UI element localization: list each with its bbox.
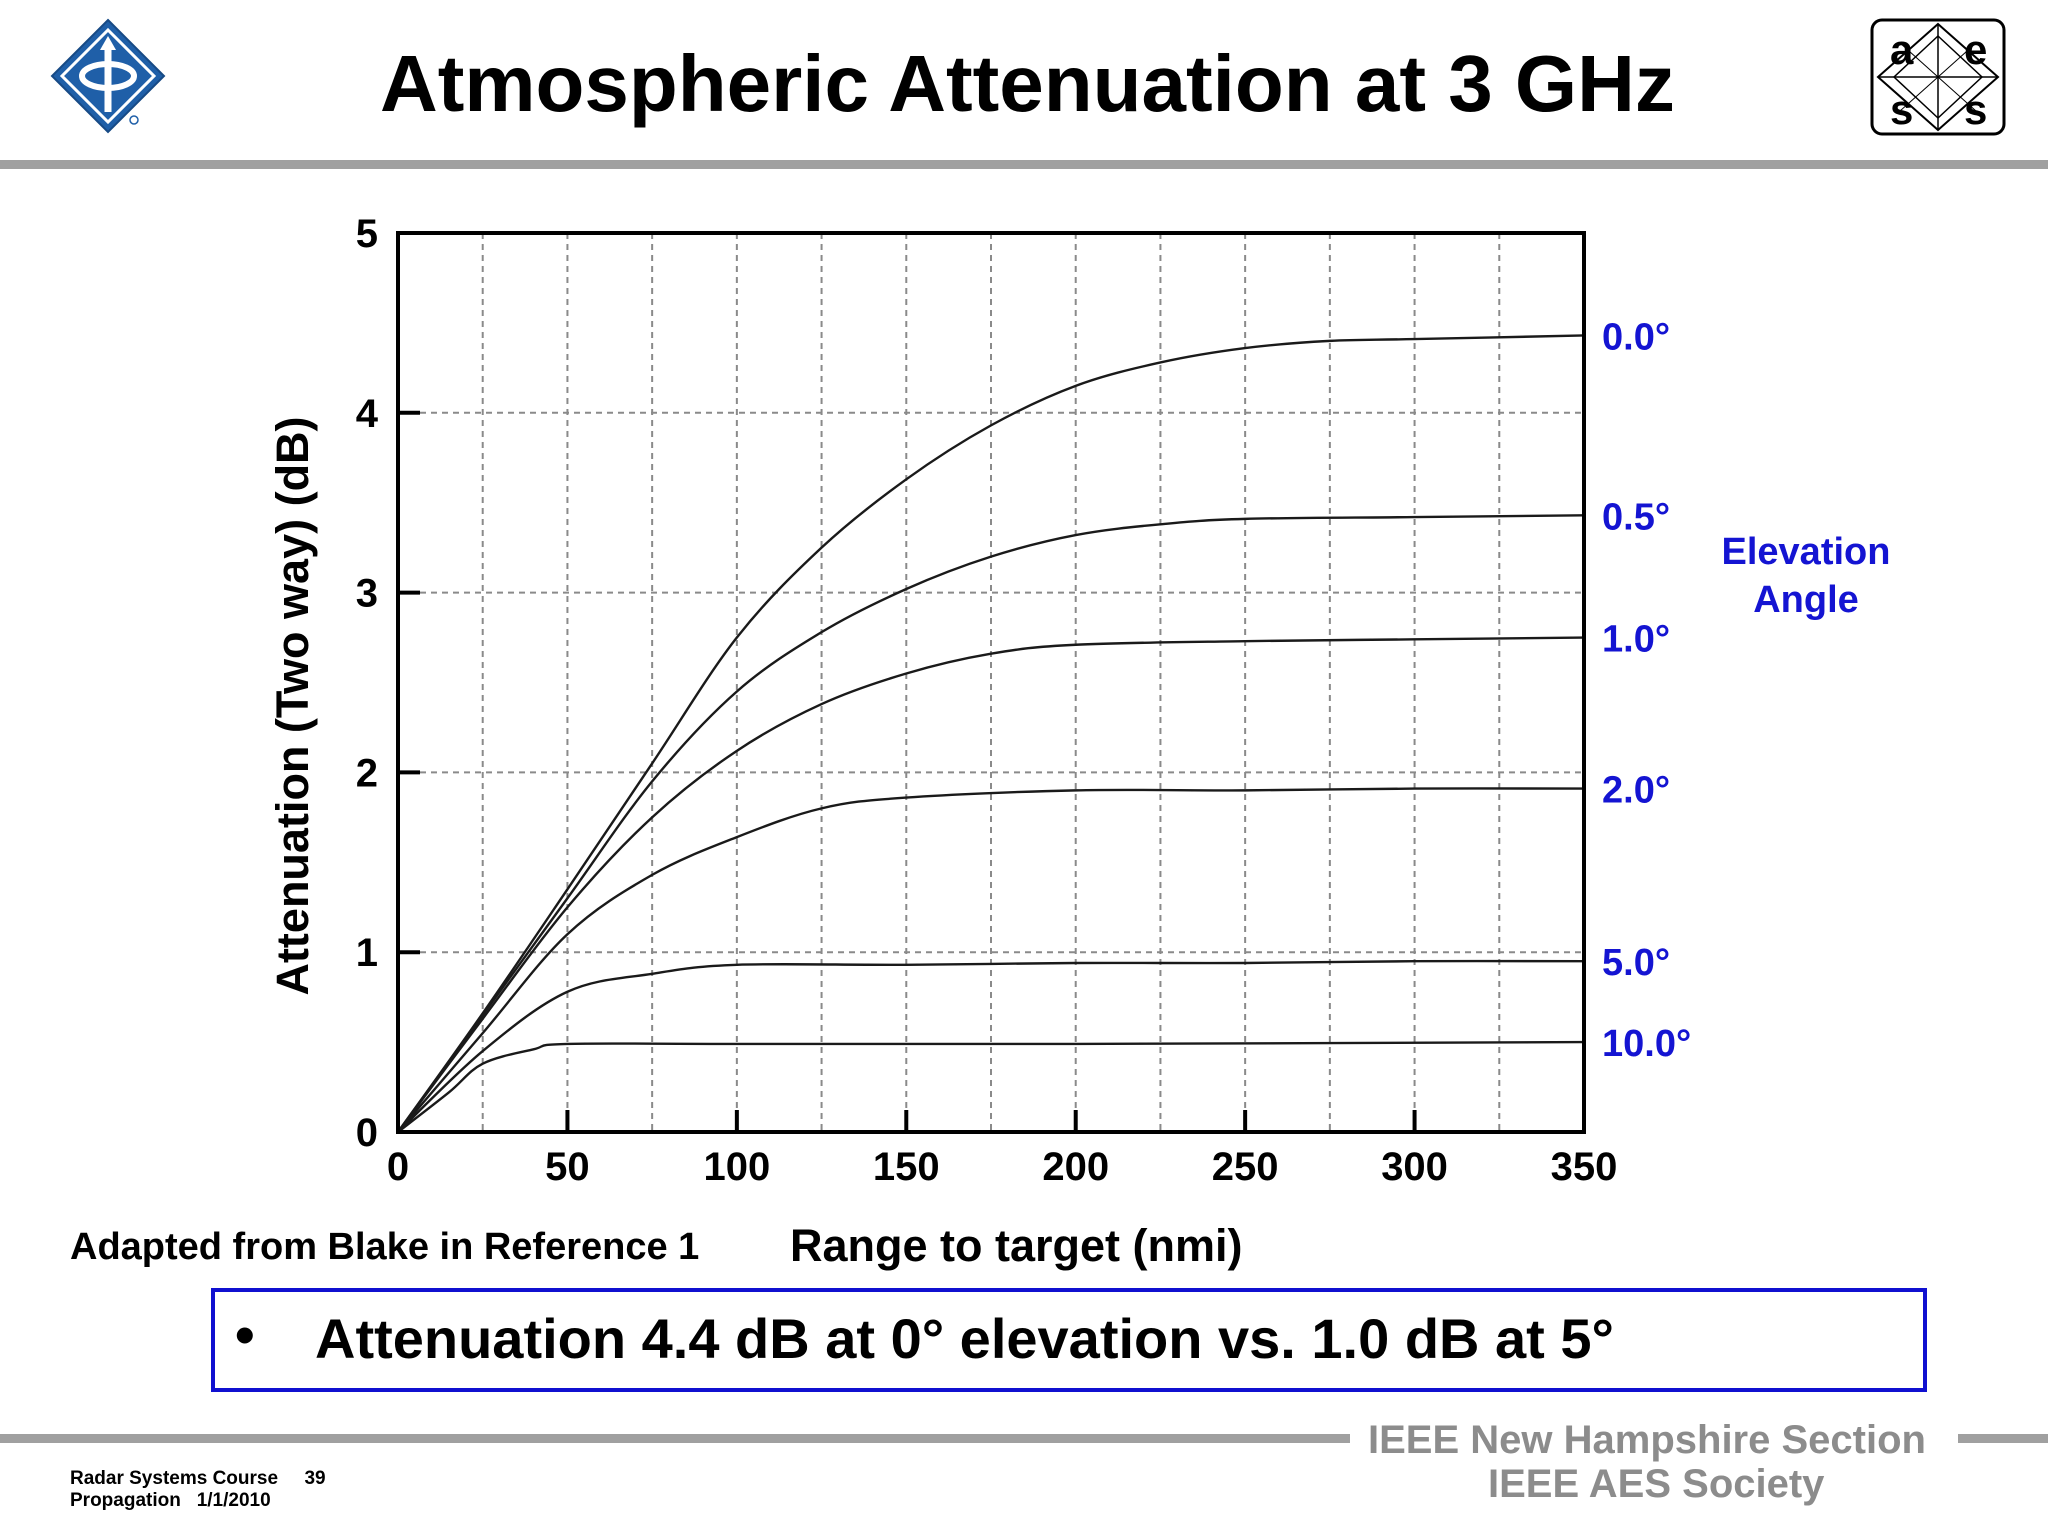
curve-20	[397, 787, 1585, 1133]
header-divider	[0, 160, 2048, 169]
x-tick-label: 200	[1042, 1145, 1109, 1189]
curve-50	[397, 959, 1585, 1133]
aess-letter-s1: s	[1890, 86, 1913, 133]
legend-title-line1: Elevation	[1722, 531, 1891, 573]
curve-100	[397, 1040, 1585, 1133]
elevation-angle-labels: 0.0° 0.5° 1.0° 2.0° 5.0° 10.0°	[1602, 316, 1691, 1065]
aess-letter-a: a	[1890, 26, 1914, 73]
x-tick-label: 0	[387, 1145, 409, 1189]
footer-divider-right	[1958, 1434, 2048, 1443]
footer-org-society: IEEE AES Society	[1488, 1462, 1825, 1506]
y-tick-label: 4	[356, 392, 379, 436]
x-tick-label: 150	[873, 1145, 940, 1189]
footer-org-section: IEEE New Hampshire Section	[1368, 1418, 1926, 1462]
bullet-icon: •	[235, 1303, 255, 1366]
angle-label: 0.0°	[1602, 316, 1670, 358]
ieee-logo-icon	[50, 18, 166, 134]
x-tick-labels: 0 50 100 150 200 250 300 350	[387, 1145, 1618, 1189]
footer-date: 1/1/2010	[196, 1490, 271, 1511]
x-tick-label: 250	[1212, 1145, 1279, 1189]
grid-lines	[398, 233, 1584, 1132]
footer-page-number: 39	[304, 1468, 326, 1489]
angle-label: 5.0°	[1602, 942, 1670, 984]
aess-letter-e: e	[1964, 26, 1987, 73]
aess-logo-icon: a e s s	[1870, 18, 2006, 136]
angle-label: 0.5°	[1602, 496, 1670, 538]
y-axis-label: Attenuation (Two way) (dB)	[267, 416, 318, 995]
footer-divider-left	[0, 1434, 1350, 1443]
y-tick-label: 0	[356, 1111, 378, 1155]
angle-label: 10.0°	[1602, 1023, 1691, 1065]
legend-title-line2: Angle	[1753, 579, 1859, 621]
slide-title: Atmospheric Attenuation at 3 GHz	[380, 39, 1675, 128]
footer-course-info: Radar Systems Course 39 Propagation 1/1/…	[70, 1468, 326, 1512]
callout-text: Attenuation 4.4 dB at 0° elevation vs. 1…	[315, 1307, 1614, 1370]
x-tick-label: 100	[703, 1145, 770, 1189]
curve-10	[397, 636, 1585, 1133]
y-tick-labels: 0 1 2 3 4 5	[356, 212, 379, 1155]
y-tick-label: 5	[356, 212, 378, 256]
x-tick-label: 300	[1381, 1145, 1448, 1189]
callout-box: • Attenuation 4.4 dB at 0° elevation vs.…	[211, 1288, 1927, 1392]
y-tick-label: 3	[356, 572, 378, 616]
attenuation-curves	[397, 334, 1585, 1133]
angle-label: 2.0°	[1602, 770, 1670, 812]
y-tick-label: 2	[356, 751, 378, 795]
plot-border	[396, 231, 1586, 1134]
footer-course-name: Radar Systems Course	[70, 1468, 279, 1489]
curve-00	[397, 334, 1585, 1133]
footer-topic: Propagation	[70, 1490, 181, 1511]
curve-05	[397, 514, 1585, 1133]
x-axis-label: Range to target (nmi)	[790, 1220, 1243, 1271]
aess-letter-s2: s	[1964, 86, 1987, 133]
plot-frame	[396, 231, 1586, 1134]
x-tick-label: 50	[545, 1145, 590, 1189]
x-tick-label: 350	[1551, 1145, 1618, 1189]
source-caption: Adapted from Blake in Reference 1	[70, 1226, 700, 1268]
angle-label: 1.0°	[1602, 619, 1670, 661]
y-tick-label: 1	[356, 931, 378, 975]
